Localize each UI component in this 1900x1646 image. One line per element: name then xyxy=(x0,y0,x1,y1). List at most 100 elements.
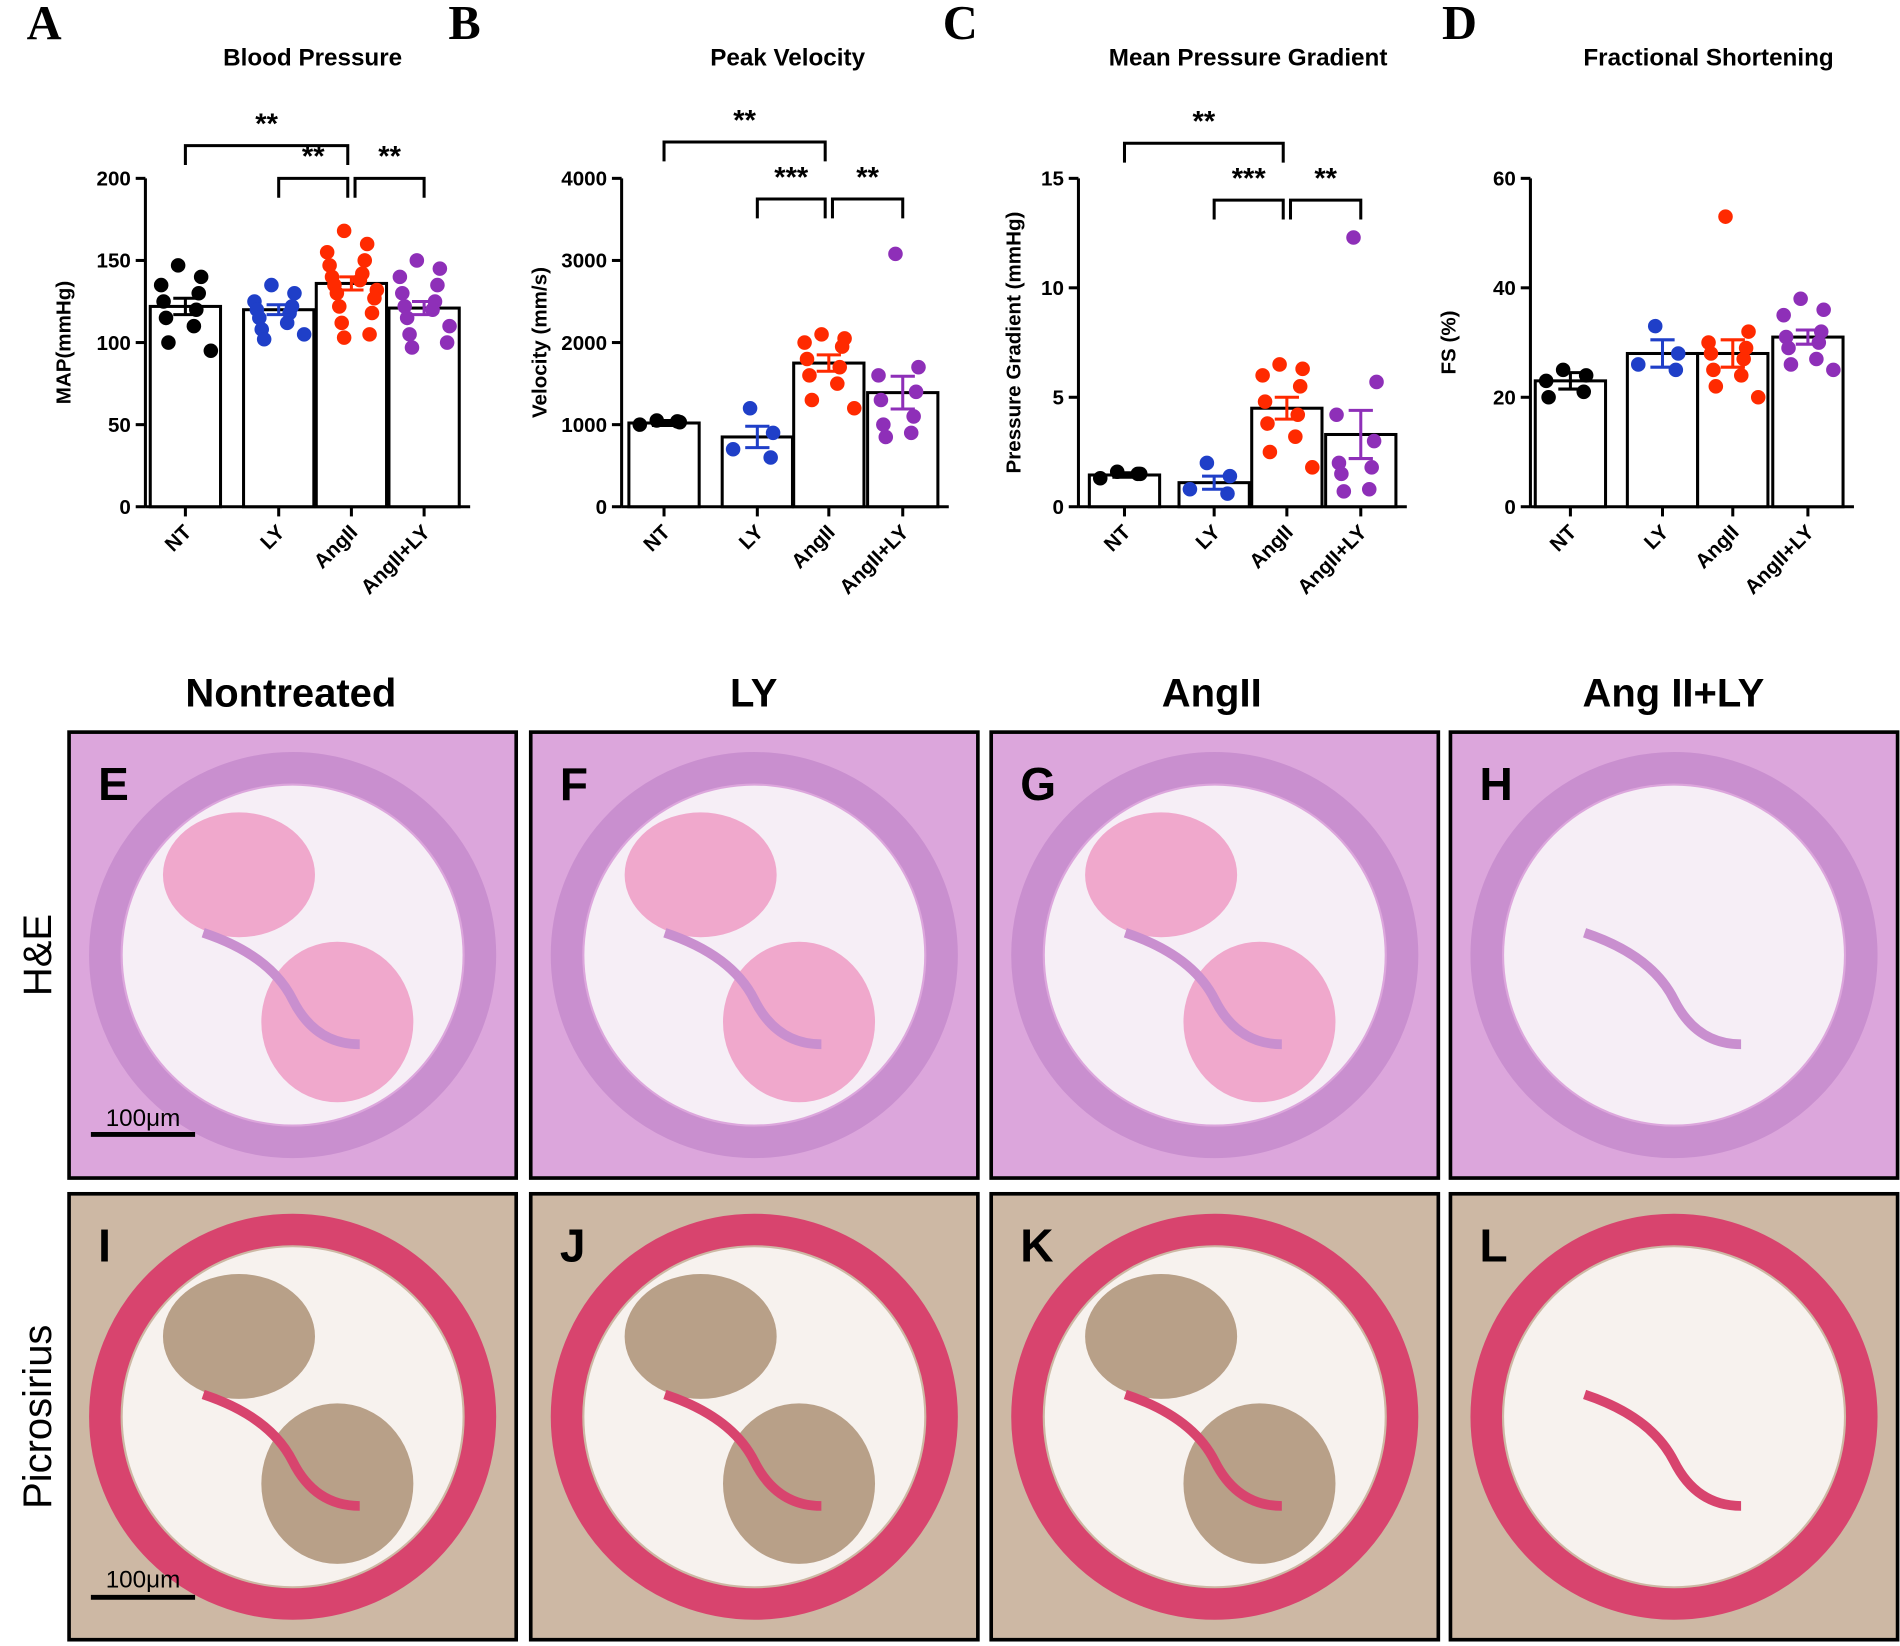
data-point xyxy=(797,335,812,350)
data-point xyxy=(362,327,377,342)
error-bar xyxy=(816,353,841,373)
data-point xyxy=(158,310,174,326)
data-point xyxy=(1541,390,1556,405)
data-point xyxy=(1369,374,1384,390)
data-point xyxy=(847,400,862,416)
image-border xyxy=(67,1191,519,1642)
data-point xyxy=(404,340,420,355)
error-bar xyxy=(890,374,915,411)
panel-letter: C xyxy=(943,0,978,50)
data-point xyxy=(1781,340,1796,356)
vessel-wall xyxy=(550,1213,958,1620)
bar xyxy=(1696,351,1770,509)
x-tick-label: AngII+LY xyxy=(835,520,914,599)
bar xyxy=(1771,335,1845,509)
vessel-wall xyxy=(1470,752,1878,1159)
data-point xyxy=(430,277,445,293)
data-point xyxy=(830,376,845,391)
panel-letter: A xyxy=(27,0,62,50)
histology-image xyxy=(67,730,519,1180)
error-bar xyxy=(1348,408,1373,461)
error-bar xyxy=(745,424,770,450)
data-point xyxy=(1783,357,1799,372)
data-point xyxy=(1736,351,1751,367)
error-bar xyxy=(1274,395,1299,421)
error-bar xyxy=(173,296,198,317)
column-header: Nontreated xyxy=(185,672,396,716)
blood xyxy=(624,812,777,938)
data-point xyxy=(252,310,267,326)
data-point xyxy=(1346,230,1361,245)
scale-bar-label: 100μm xyxy=(106,1567,181,1594)
data-point xyxy=(1741,324,1756,339)
valve-leaflet xyxy=(1583,928,1742,1050)
error-bar xyxy=(1558,371,1583,391)
significance-bracket xyxy=(830,197,905,219)
histology-image xyxy=(989,1191,1441,1642)
data-point xyxy=(296,327,312,342)
data-point xyxy=(1555,362,1571,378)
histology-image xyxy=(528,1191,980,1642)
data-point xyxy=(765,425,781,441)
data-point xyxy=(1364,460,1379,475)
significance-label: ** xyxy=(302,141,325,173)
data-point xyxy=(1813,324,1829,339)
bar xyxy=(627,421,701,509)
y-tick-label: 50 xyxy=(108,414,131,437)
panel-letter: F xyxy=(560,758,588,810)
data-point xyxy=(1292,379,1308,394)
data-point xyxy=(1811,335,1827,350)
data-point xyxy=(1182,481,1198,497)
blood xyxy=(1085,812,1238,938)
y-tick-label: 2000 xyxy=(561,332,607,355)
significance-label: *** xyxy=(774,162,809,194)
data-point xyxy=(763,450,778,465)
blood xyxy=(723,1403,876,1564)
x-tick-label: NT xyxy=(161,520,197,556)
blood xyxy=(162,812,315,938)
data-point xyxy=(402,327,417,342)
valve-leaflet xyxy=(201,928,360,1050)
histology-image xyxy=(1448,730,1900,1180)
data-point xyxy=(1733,368,1749,383)
x-tick-label: NT xyxy=(639,520,675,556)
vessel-wall xyxy=(89,752,497,1159)
data-point xyxy=(1668,362,1684,378)
y-tick-label: 1000 xyxy=(561,414,607,437)
error-bar xyxy=(1720,338,1745,369)
error-bar xyxy=(651,419,677,427)
x-tick-label: NT xyxy=(1546,520,1582,556)
scale-bar-label: 100μm xyxy=(106,1105,181,1132)
significance-bracket xyxy=(353,176,426,198)
data-point xyxy=(336,330,352,345)
vessel-wall xyxy=(550,752,958,1159)
x-tick-label: AngII xyxy=(787,521,840,574)
significance-label: ** xyxy=(733,105,756,137)
chart-title: Mean Pressure Gradient xyxy=(1109,45,1388,72)
histology-image xyxy=(528,730,980,1180)
panel-letter: E xyxy=(98,758,129,810)
lumen xyxy=(1504,1247,1844,1587)
data-point xyxy=(888,246,903,262)
histology-image xyxy=(67,1191,519,1642)
valve-leaflet xyxy=(663,1389,822,1511)
y-tick-label: 5 xyxy=(1052,387,1063,410)
x-tick-label: LY xyxy=(1191,520,1225,554)
data-point xyxy=(170,258,186,273)
blood xyxy=(1183,941,1336,1103)
data-point xyxy=(156,294,171,309)
data-point xyxy=(1262,444,1278,460)
row-label: Picrosirius xyxy=(16,1325,60,1509)
valve-leaflet xyxy=(201,1389,360,1511)
data-point xyxy=(1778,329,1794,345)
panel-letter: H xyxy=(1480,758,1513,810)
vessel-wall xyxy=(1011,1213,1419,1620)
data-point xyxy=(1288,429,1303,444)
row-label: H&E xyxy=(16,914,60,996)
y-tick-label: 200 xyxy=(97,168,131,191)
significance-label: ** xyxy=(255,109,278,141)
data-point xyxy=(1092,471,1108,486)
significance-label: ** xyxy=(1314,163,1337,195)
data-point xyxy=(804,392,820,408)
blood xyxy=(723,941,876,1103)
